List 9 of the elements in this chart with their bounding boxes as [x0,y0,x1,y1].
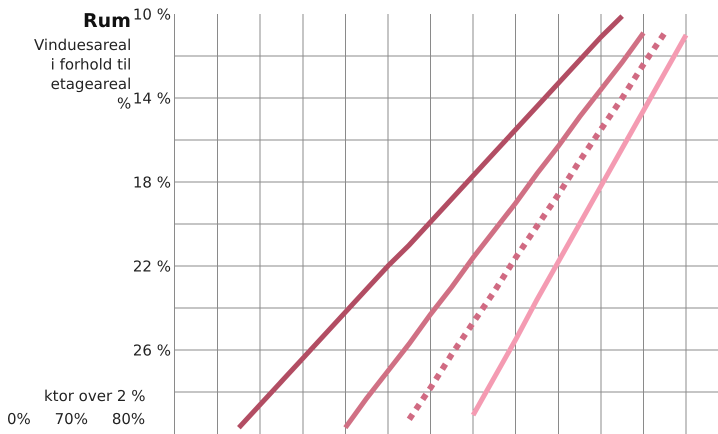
y-axis-title: Vinduesareal i forhold til etageareal % [34,36,132,112]
y-tick-label: 10 % [132,5,171,24]
text: ktor over 2 % [44,387,146,405]
y-tick-label: 26 % [132,341,171,360]
y-tick-label: 22 % [132,257,171,276]
y-tick-label: 14 % [132,89,171,108]
text: 0% 70% 80% [7,410,146,428]
chart-title: Rum [83,10,131,32]
y-tick-label: 18 % [132,173,171,192]
